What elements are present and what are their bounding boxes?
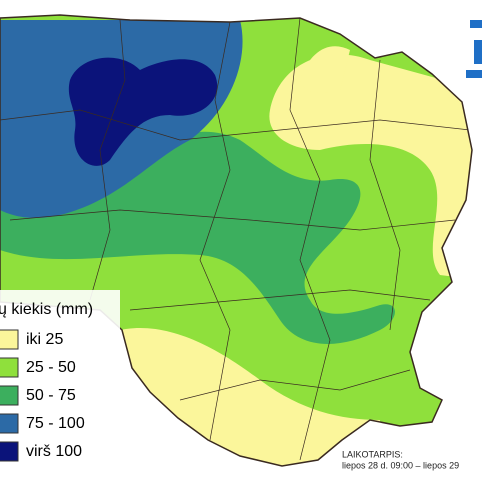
legend: iki 25 25 - 50 50 - 75 75 - 100 virš 100 xyxy=(0,329,85,462)
period-value: liepos 28 d. 09:00 – liepos 29 xyxy=(342,460,459,470)
legend-label: 50 - 75 xyxy=(26,387,76,404)
zone xyxy=(300,46,350,93)
legend-swatch xyxy=(0,385,19,406)
logo xyxy=(466,20,482,78)
district-borders xyxy=(0,17,471,461)
legend-swatch xyxy=(0,413,19,434)
legend-label: 25 - 50 xyxy=(26,359,76,376)
legend-swatch xyxy=(0,441,19,462)
legend-swatch xyxy=(0,357,19,378)
zone xyxy=(68,57,218,166)
zone xyxy=(269,54,472,280)
period-label: LAIKOTARPIS: xyxy=(342,449,403,459)
legend-label: virš 100 xyxy=(26,443,82,460)
legend-label: iki 25 xyxy=(26,331,63,348)
legend-label: 75 - 100 xyxy=(26,415,85,432)
legend-title: ų kiekis (mm) xyxy=(0,301,93,318)
legend-background xyxy=(0,290,120,470)
legend-swatch xyxy=(0,329,19,350)
